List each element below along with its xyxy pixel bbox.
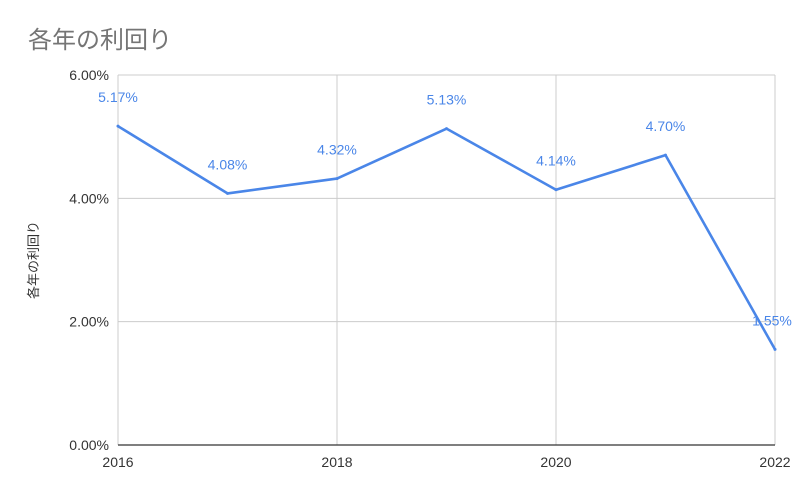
series-layer xyxy=(116,124,777,351)
axis-layer: 0.00% 2.00% 4.00% 6.00% 2016 2018 2020 2022 xyxy=(69,67,790,470)
y-tick-label: 0.00% xyxy=(69,437,109,453)
x-tick-label: 2018 xyxy=(321,454,352,470)
x-tick-label: 2022 xyxy=(759,454,790,470)
y-axis-title: 各年の利回り xyxy=(26,221,41,299)
y-tick-label: 4.00% xyxy=(69,190,109,206)
label-layer: 5.17% 4.08% 4.32% 5.13% 4.14% 4.70% 1.55% xyxy=(98,89,792,328)
data-point xyxy=(335,177,339,181)
grid-layer xyxy=(117,74,776,445)
data-label: 4.32% xyxy=(317,142,357,158)
data-label: 5.13% xyxy=(427,92,467,108)
data-label: 4.08% xyxy=(208,156,248,172)
data-point xyxy=(554,188,558,192)
data-label: 4.70% xyxy=(646,118,686,134)
data-point xyxy=(226,191,229,195)
chart-title: 各年の利回り xyxy=(28,26,172,54)
x-tick-label: 2016 xyxy=(102,454,133,470)
data-label: 1.55% xyxy=(752,312,792,328)
y-tick-label: 2.00% xyxy=(69,314,109,330)
x-tick-label: 2020 xyxy=(540,454,571,470)
data-label: 5.17% xyxy=(98,89,138,105)
data-point xyxy=(116,124,120,128)
data-point xyxy=(773,347,777,351)
data-label: 4.14% xyxy=(536,153,576,169)
y-tick-label: 6.00% xyxy=(69,67,109,83)
data-point xyxy=(445,127,448,131)
data-point xyxy=(664,153,667,157)
